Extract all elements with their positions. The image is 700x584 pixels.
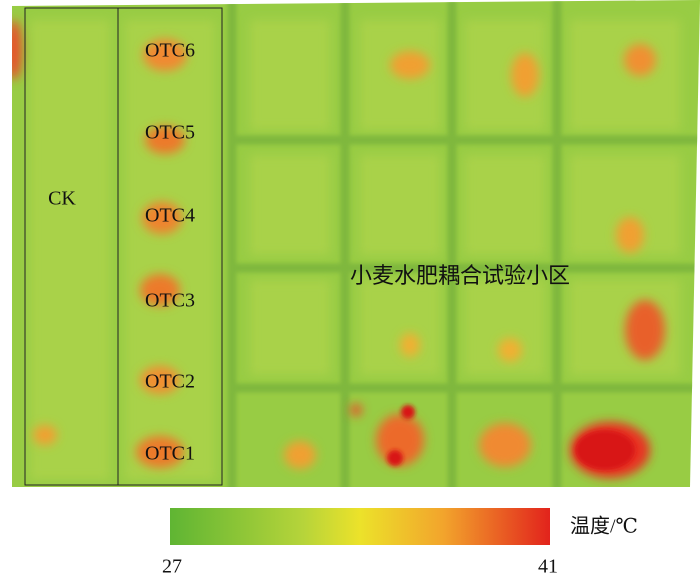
plots-label: 小麦水肥耦合试验小区 xyxy=(350,263,570,288)
colorbar-max: 41 xyxy=(538,556,558,578)
otc-label: OTC5 xyxy=(145,122,195,144)
otc-labels: OTC6 OTC5 OTC4 OTC3 OTC2 OTC1 xyxy=(145,40,195,465)
colorbar xyxy=(170,508,550,545)
plot-frame xyxy=(24,7,223,486)
otc-label: OTC3 xyxy=(145,290,195,312)
otc-label: OTC4 xyxy=(145,205,195,227)
ck-label: CK xyxy=(48,188,76,210)
thermal-image xyxy=(12,0,700,487)
colorbar-min: 27 xyxy=(162,556,182,578)
otc-label: OTC2 xyxy=(145,371,195,393)
otc-label: OTC1 xyxy=(145,443,195,465)
otc-label: OTC6 xyxy=(145,40,195,62)
colorbar-label: 温度/℃ xyxy=(570,515,638,538)
